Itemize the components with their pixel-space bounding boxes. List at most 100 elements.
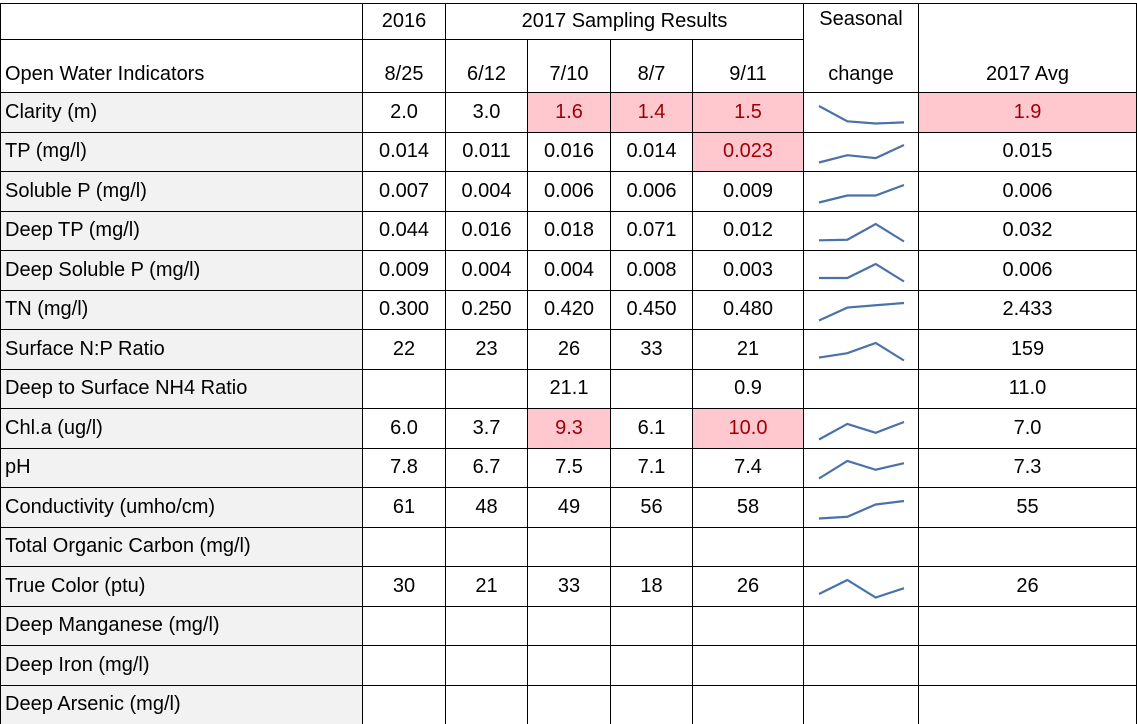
value-cell: 49 — [527, 487, 611, 528]
sparkline-cell — [803, 289, 919, 330]
date-label: 8/25 — [384, 63, 424, 85]
value-text: 49 — [557, 495, 581, 518]
value-cell: 3.0 — [445, 92, 528, 133]
header-cell: 9/11 — [692, 39, 804, 93]
value-cell — [527, 526, 611, 567]
avg-cell — [918, 684, 1137, 724]
row-label-text: pH — [5, 456, 31, 479]
avg-cell — [918, 645, 1137, 686]
value-cell: 56 — [610, 487, 693, 528]
value-cell: 0.016 — [527, 131, 611, 172]
value-cell — [692, 605, 804, 646]
avg-cell: 11.0 — [918, 368, 1137, 409]
value-cell: 7.8 — [362, 447, 446, 488]
value-text: 0.420 — [543, 298, 595, 321]
value-text: 9.3 — [555, 416, 583, 439]
value-cell: 0.012 — [692, 210, 804, 251]
value-cell: 0.018 — [527, 210, 611, 251]
value-cell: 21 — [445, 566, 528, 607]
sparkline — [818, 222, 905, 243]
value-cell: 7.4 — [692, 447, 804, 488]
value-text: 0.9 — [734, 377, 762, 400]
value-text: 0.044 — [378, 219, 430, 242]
value-cell: 26 — [692, 566, 804, 607]
value-cell: 7.1 — [610, 447, 693, 488]
sparkline — [817, 104, 904, 125]
value-cell: 0.071 — [610, 210, 693, 251]
header-cell: 2017 Sampling Results — [445, 3, 804, 40]
avg-text: 26 — [1016, 574, 1039, 597]
value-text: 6.0 — [390, 416, 418, 439]
value-cell — [362, 526, 446, 567]
value-text: 0.004 — [461, 179, 512, 202]
value-cell: 33 — [527, 566, 611, 607]
value-cell: 0.014 — [362, 131, 446, 172]
value-cell: 0.250 — [445, 289, 528, 330]
avg-text: 7.0 — [1013, 416, 1042, 439]
value-cell: 33 — [610, 329, 693, 370]
value-cell — [610, 605, 693, 646]
avg-cell: 159 — [918, 329, 1137, 370]
value-text: 21 — [475, 574, 498, 597]
row-label-text: Deep to Surface NH4 Ratio — [5, 377, 248, 400]
sparkline-cell — [803, 526, 919, 567]
header-text: 2017 Avg — [985, 63, 1070, 85]
value-cell: 0.9 — [692, 368, 804, 409]
value-text: 0.071 — [626, 219, 677, 242]
sparkline — [817, 459, 904, 480]
row-label: TN (mg/l) — [0, 289, 363, 330]
value-text: 33 — [557, 574, 581, 597]
value-cell: 0.009 — [692, 171, 804, 212]
value-cell: 0.044 — [362, 210, 446, 251]
sparkline-cell — [803, 329, 919, 370]
value-text: 0.014 — [626, 140, 677, 163]
value-text: 0.018 — [543, 219, 595, 242]
value-text: 0.016 — [543, 140, 595, 163]
row-label-text: TN (mg/l) — [5, 298, 89, 321]
value-text: 1.5 — [734, 100, 762, 123]
sparkline-line — [818, 262, 905, 282]
sparkline — [818, 301, 904, 322]
value-text: 0.003 — [722, 258, 774, 281]
sparkline-cell — [803, 645, 919, 686]
value-cell: 0.023 — [692, 131, 804, 172]
sparkline-line — [818, 144, 904, 164]
value-cell: 0.480 — [692, 289, 804, 330]
value-text: 10.0 — [728, 416, 768, 439]
avg-text: 0.006 — [1002, 258, 1053, 281]
value-cell: 9.3 — [527, 408, 611, 449]
sparkline-cell — [803, 92, 919, 133]
value-cell: 0.007 — [362, 171, 446, 212]
avg-cell — [918, 526, 1137, 567]
header-cell: 6/12 — [445, 39, 528, 93]
sparkline-cell — [803, 408, 919, 449]
value-cell — [445, 368, 528, 409]
value-cell: 6.7 — [445, 447, 528, 488]
sparkline-cell — [803, 605, 919, 646]
value-cell — [692, 645, 804, 686]
value-cell: 22 — [362, 329, 446, 370]
avg-text: 1.9 — [1013, 100, 1042, 123]
header-text: 2016 — [381, 10, 427, 32]
value-cell — [610, 684, 693, 724]
sparkline-line — [818, 578, 904, 599]
header-cell: 2017 Avg — [918, 3, 1137, 93]
row-label-text: Deep Iron (mg/l) — [5, 653, 150, 676]
value-cell — [445, 684, 528, 724]
sparkline — [818, 262, 905, 282]
row-label: Total Organic Carbon (mg/l) — [0, 526, 363, 567]
value-cell — [362, 645, 446, 686]
avg-text: 0.006 — [1002, 179, 1053, 202]
row-label-text: Clarity (m) — [5, 100, 98, 123]
value-cell: 0.014 — [610, 131, 693, 172]
header-text: Seasonal — [819, 8, 903, 30]
sparkline — [818, 499, 904, 520]
value-text: 2.0 — [390, 100, 418, 123]
sparkline-line — [818, 301, 904, 322]
value-cell: 0.006 — [610, 171, 693, 212]
row-label-text: Total Organic Carbon (mg/l) — [5, 535, 251, 558]
sparkline-line — [818, 499, 904, 520]
row-label: Surface N:P Ratio — [0, 329, 363, 370]
value-cell — [362, 684, 446, 724]
value-cell — [610, 526, 693, 567]
